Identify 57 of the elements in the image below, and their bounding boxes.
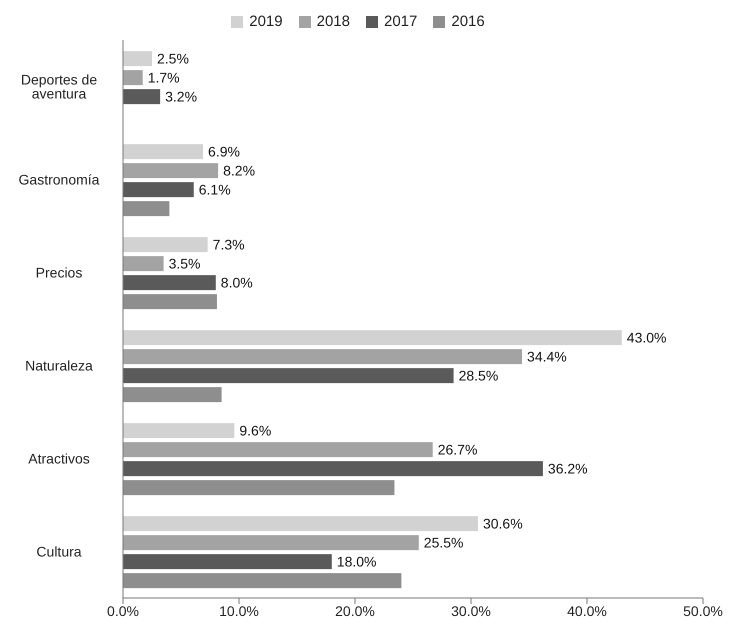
bar xyxy=(123,516,478,532)
bar xyxy=(123,182,194,198)
y-tick-label: Deportes de aventura xyxy=(20,71,98,102)
bar xyxy=(123,275,216,290)
data-label: 9.6% xyxy=(239,422,272,439)
legend-label: 2019 xyxy=(249,13,283,30)
data-label: 26.7% xyxy=(438,442,478,458)
bar xyxy=(123,237,208,252)
bar xyxy=(123,387,222,402)
bar xyxy=(123,294,217,310)
data-label: 18.0% xyxy=(336,554,377,570)
bar xyxy=(123,573,402,588)
bar xyxy=(123,461,543,476)
y-tick-label: Precios xyxy=(36,264,82,280)
data-label: 36.2% xyxy=(548,460,588,477)
data-label: 3.2% xyxy=(165,88,198,105)
data-label: 30.6% xyxy=(482,516,523,532)
legend-label: 2016 xyxy=(451,13,485,30)
bar xyxy=(123,535,419,550)
bar xyxy=(123,89,160,104)
data-label: 3.5% xyxy=(168,256,201,272)
bar xyxy=(123,201,170,216)
data-label: 6.9% xyxy=(208,144,240,160)
legend-label: 2018 xyxy=(316,13,350,30)
data-label: 2.5% xyxy=(157,50,189,67)
data-label: 25.5% xyxy=(424,534,464,551)
bar xyxy=(123,368,454,384)
bar xyxy=(123,163,218,178)
bar xyxy=(123,330,622,346)
bar xyxy=(123,256,164,272)
bar xyxy=(123,423,234,438)
data-label: 7.3% xyxy=(212,236,245,253)
bar xyxy=(123,70,143,86)
data-label: 34.4% xyxy=(527,348,567,365)
bar xyxy=(123,480,394,496)
x-tick-label: 20.0% xyxy=(335,602,375,619)
data-label: 8.0% xyxy=(220,274,253,291)
bar xyxy=(123,554,332,570)
x-tick-label: 40.0% xyxy=(567,602,607,619)
data-label: 43.0% xyxy=(626,330,667,346)
legend-label: 2017 xyxy=(384,13,418,30)
x-tick-label: 30.0% xyxy=(451,602,491,619)
y-tick-label: Gastronomía xyxy=(18,171,100,188)
bar xyxy=(123,442,433,458)
data-label: 8.2% xyxy=(223,162,256,179)
data-label: 28.5% xyxy=(458,368,498,384)
bar xyxy=(123,349,522,364)
x-tick-label: 50.0% xyxy=(683,602,723,619)
x-tick-label: 0.0% xyxy=(107,602,139,619)
data-label: 6.1% xyxy=(198,182,231,198)
y-tick-label: Naturaleza xyxy=(25,357,94,374)
x-tick-label: 10.0% xyxy=(219,602,259,619)
y-tick-label: Cultura xyxy=(36,543,82,560)
bar xyxy=(123,51,152,66)
y-tick-label: Atractivos xyxy=(28,450,90,466)
bar xyxy=(123,144,204,160)
data-label: 1.7% xyxy=(148,70,180,86)
